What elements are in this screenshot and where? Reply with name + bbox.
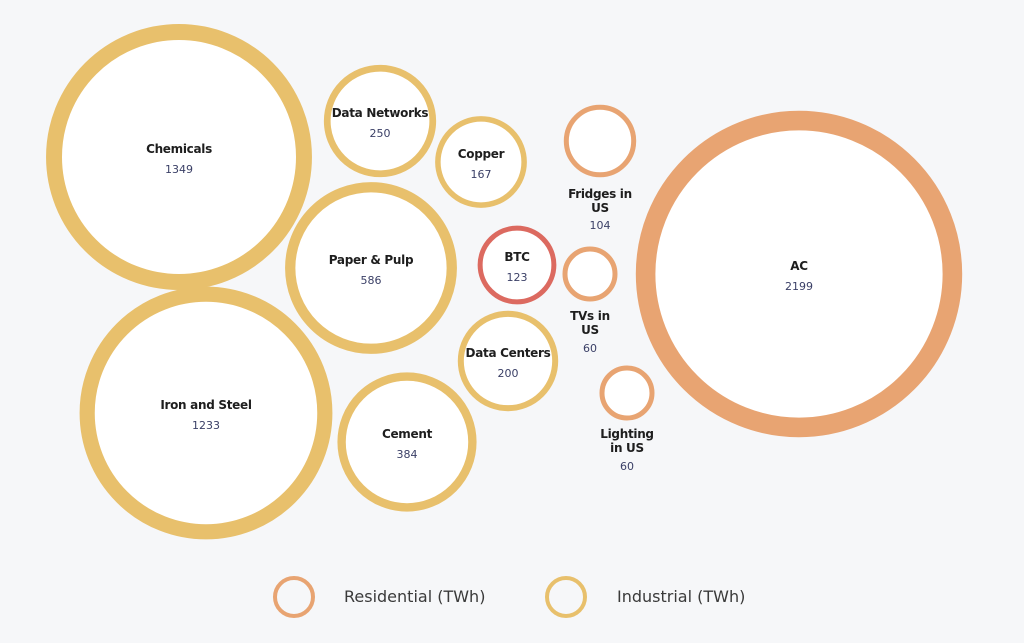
bubble-cement[interactable]: Cement 384 <box>337 372 477 512</box>
bubble-circle <box>477 225 557 305</box>
legend: Residential (TWh) Industrial (TWh) <box>273 576 745 618</box>
bubble-circle <box>79 286 333 540</box>
bubble-iron-and-steel[interactable]: Iron and Steel 1233 <box>79 286 333 540</box>
bubble-value: 1349 <box>165 163 193 176</box>
bubble-label: Cement <box>382 427 433 441</box>
bubble-circle <box>435 116 527 208</box>
bubble-value: 250 <box>370 127 391 140</box>
bubble-label-line: TVs in <box>570 309 610 323</box>
bubble-circle <box>599 365 655 421</box>
legend-label-industrial: Industrial (TWh) <box>617 587 745 606</box>
bubble-value: 123 <box>507 271 528 284</box>
bubble-label: Paper & Pulp <box>329 253 414 267</box>
bubble-value: 2199 <box>785 280 813 293</box>
legend-item-residential[interactable]: Residential (TWh) <box>273 576 485 618</box>
bubble-label: Copper <box>458 147 505 161</box>
bubble-btc[interactable]: BTC 123 <box>477 225 557 305</box>
bubble-value: 104 <box>590 219 611 232</box>
bubble-circle <box>563 104 637 178</box>
legend-label-residential: Residential (TWh) <box>344 587 485 606</box>
bubble-data-centers[interactable]: Data Centers 200 <box>457 310 559 412</box>
bubble-circle <box>337 372 477 512</box>
bubble-label: Data Centers <box>466 346 551 360</box>
bubble-value: 384 <box>397 448 418 461</box>
bubble-circle <box>457 310 559 412</box>
legend-item-industrial[interactable]: Industrial (TWh) <box>545 576 745 618</box>
bubble-label-line: US <box>591 201 609 215</box>
bubble-data-networks[interactable]: Data Networks 250 <box>323 64 437 178</box>
bubble-label: Iron and Steel <box>160 398 252 412</box>
legend-swatch-industrial <box>545 576 587 618</box>
bubble-label: Chemicals <box>146 142 212 156</box>
bubble-chemicals[interactable]: Chemicals 1349 <box>46 24 312 290</box>
bubble-label: Data Networks <box>332 106 429 120</box>
bubble-value: 60 <box>583 342 597 355</box>
bubble-copper[interactable]: Copper 167 <box>435 116 527 208</box>
bubble-value: 1233 <box>192 419 220 432</box>
bubble-label: AC <box>790 259 808 273</box>
bubble-circle <box>635 110 963 438</box>
bubble-circle <box>285 182 457 354</box>
bubble-paper-pulp[interactable]: Paper & Pulp 586 <box>285 182 457 354</box>
bubble-ac[interactable]: AC 2199 <box>635 110 963 438</box>
bubble-value: 167 <box>471 168 492 181</box>
bubble-value: 60 <box>620 460 634 473</box>
bubbles-group: Chemicals 1349 Iron and Steel 1233 Paper & P… <box>46 24 963 540</box>
legend-swatch-residential <box>273 576 315 618</box>
bubble-label-line: in US <box>610 441 644 455</box>
bubble-value: 200 <box>498 367 519 380</box>
bubble-value: 586 <box>361 274 382 287</box>
bubble-circle <box>562 246 618 302</box>
bubble-label-line: Lighting <box>600 427 653 441</box>
bubble-label-line: US <box>581 323 599 337</box>
bubble-label: BTC <box>504 250 530 264</box>
bubble-circle <box>323 64 437 178</box>
bubble-circle <box>46 24 312 290</box>
bubble-label-line: Fridges in <box>568 187 632 201</box>
